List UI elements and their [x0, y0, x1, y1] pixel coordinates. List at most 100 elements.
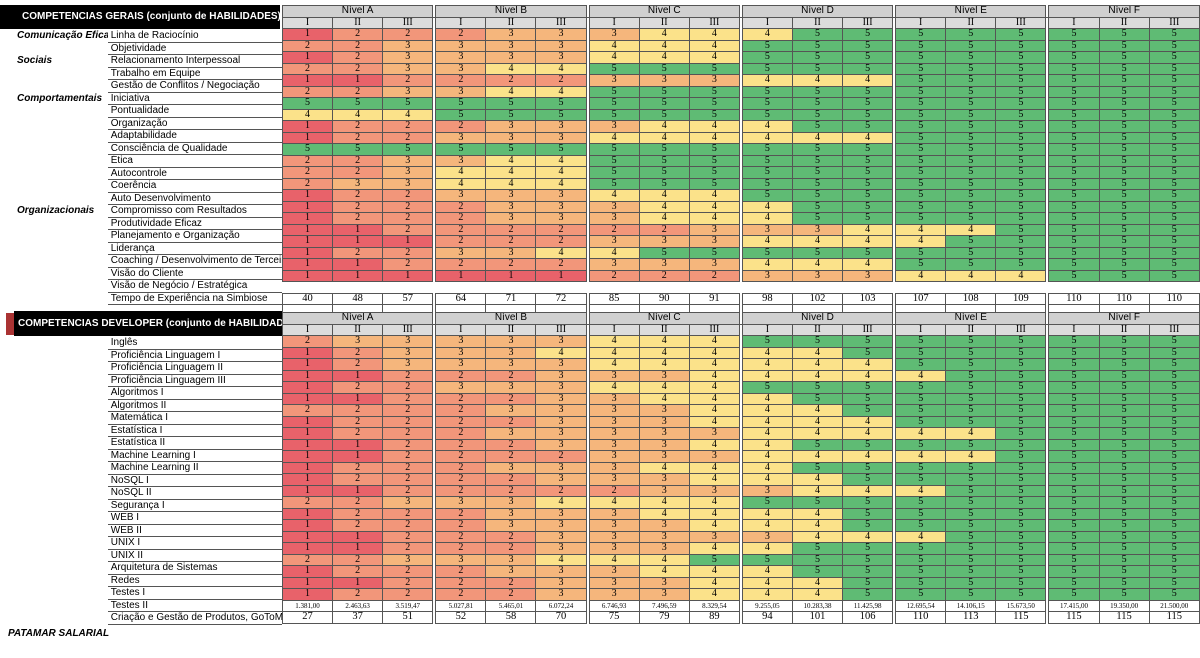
score-cell: 5 [1148, 335, 1200, 348]
score-cell: 5 [1048, 189, 1100, 202]
score-cell: 3 [535, 404, 587, 417]
score-cell: 3 [382, 553, 434, 566]
category-label [0, 292, 108, 305]
gap [892, 224, 896, 236]
score-cell: 5 [638, 97, 690, 110]
score-cell: 1 [281, 519, 334, 532]
salary-cell: 8.329,54 [688, 599, 740, 612]
score-cell: 2 [435, 235, 487, 248]
score-cell: 5 [842, 97, 894, 110]
score-cell: 3 [638, 450, 690, 463]
score-cell: 5 [1098, 97, 1150, 110]
gap [1045, 496, 1049, 508]
category-spacer [0, 462, 108, 475]
gap [586, 427, 590, 439]
gap [739, 293, 743, 305]
score-cell: 4 [741, 576, 793, 589]
score-cell: 5 [895, 335, 947, 348]
score-cell: 2 [485, 415, 537, 428]
score-cell: 2 [382, 120, 434, 133]
score-cell: 3 [638, 258, 690, 271]
score-cell: 2 [485, 223, 537, 236]
score-cell: 5 [1048, 335, 1100, 348]
score-cell: 4 [688, 473, 740, 486]
gap [586, 324, 590, 336]
score-cell: 4 [588, 51, 640, 64]
score-cell: 3 [435, 496, 487, 509]
score-cell: 5 [1098, 189, 1150, 202]
score-cell: 5 [945, 369, 997, 382]
sublevel-header: I [1048, 16, 1100, 29]
score-cell: 5 [791, 189, 844, 202]
score-cell: 3 [382, 177, 434, 190]
score-cell: 2 [485, 473, 537, 486]
score-cell: 1 [332, 542, 384, 555]
score-cell: 2 [435, 484, 487, 497]
gap [586, 335, 590, 347]
gap [586, 189, 590, 201]
item-label: Gestão de Conflitos / Negociação [107, 79, 282, 93]
score-cell: 5 [1048, 62, 1100, 75]
gap [892, 416, 896, 428]
sublevel-header: I [281, 16, 334, 29]
gap [432, 17, 436, 29]
gap [1045, 189, 1049, 201]
score-cell: 4 [791, 530, 844, 543]
score-cell: 5 [791, 154, 844, 167]
score-cell: 2 [688, 269, 740, 282]
score-cell: 3 [535, 588, 587, 601]
score-cell: 5 [741, 143, 793, 156]
category-label [0, 167, 108, 180]
total-cell: 48 [332, 292, 384, 305]
score-cell: 5 [1048, 553, 1100, 566]
score-cell: 2 [435, 461, 487, 474]
score-cell: 4 [281, 108, 334, 121]
gap [739, 51, 743, 63]
sublevel-header: II [1098, 16, 1150, 29]
gap [586, 143, 590, 155]
level-header: Nível C [588, 5, 740, 18]
salary-label: PATAMAR SALARIAL [8, 628, 110, 639]
score-cell: 3 [588, 450, 640, 463]
score-cell: 5 [435, 108, 487, 121]
item-label: Arquitetura de Sistemas [107, 561, 282, 575]
label-row: Coerência [0, 179, 282, 193]
score-cell: 5 [791, 97, 844, 110]
gap [892, 270, 896, 282]
score-cell: 5 [995, 189, 1047, 202]
score-cell: 3 [485, 358, 537, 371]
score-cell: 5 [995, 223, 1047, 236]
score-cell: 5 [1048, 461, 1100, 474]
sublevel-header: III [382, 323, 434, 336]
label-row: Criação e Gestão de Produtos, GoToMarket [0, 611, 282, 625]
score-cell: 4 [945, 427, 997, 440]
score-cell: 3 [485, 200, 537, 213]
score-cell: 3 [588, 473, 640, 486]
score-cell: 5 [842, 461, 894, 474]
gap [739, 63, 743, 75]
score-cell: 2 [382, 450, 434, 463]
score-cell: 5 [945, 530, 997, 543]
gap [432, 109, 436, 121]
category-spacer [0, 549, 108, 562]
score-cell: 5 [1098, 269, 1150, 282]
total-cell: 107 [895, 292, 947, 305]
score-cell: 5 [1098, 246, 1150, 259]
score-cell: 4 [741, 565, 793, 578]
score-cell: 1 [281, 51, 334, 64]
score-cell: 5 [588, 143, 640, 156]
category-spacer [0, 412, 108, 425]
score-cell: 3 [588, 519, 640, 532]
gap [739, 531, 743, 543]
score-cell: 4 [638, 120, 690, 133]
score-cell: 5 [1048, 392, 1100, 405]
score-cell: 2 [382, 484, 434, 497]
score-cell: 2 [535, 450, 587, 463]
score-cell: 5 [1098, 576, 1150, 589]
score-cell: 3 [332, 335, 384, 348]
score-cell: 3 [435, 381, 487, 394]
score-cell: 2 [535, 484, 587, 497]
gap [892, 473, 896, 485]
blank-row [282, 281, 1200, 293]
gap [1045, 600, 1049, 612]
